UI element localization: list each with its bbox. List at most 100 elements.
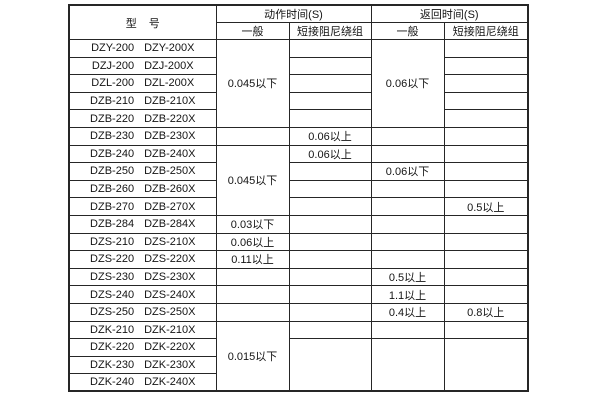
cell-return-damping — [443, 109, 529, 128]
table-row: DZB-220 DZB-220X — [68, 109, 529, 128]
table-row: DZK-210 DZK-210X 0.015以下 — [68, 320, 529, 392]
cell-return-general — [370, 320, 445, 340]
cell-action-damping: 0.06以上 — [288, 144, 372, 164]
model-name-a: DZL-200 — [91, 77, 135, 90]
model-cell: DZS-230 DZS-230X — [68, 267, 217, 287]
table-row: DZB-270 DZB-270X 0.5以上 — [68, 197, 529, 216]
model-cell: DZB-250 DZB-250X — [68, 162, 217, 181]
header-action-damping: 短接阻尼绕组 — [288, 22, 372, 40]
cell-action-general: 0.06以上 — [215, 232, 290, 252]
model-name-a: DZS-240 — [90, 288, 135, 301]
table-row: DZK-230 DZK-230X — [68, 355, 528, 375]
model-name-b: DZK-230X — [144, 358, 196, 371]
cell-action-general: 0.015以下 — [215, 320, 290, 392]
model-name-a: DZB-230 — [90, 130, 135, 143]
table-row: DZK-220 DZK-220X — [68, 338, 529, 392]
model-name-a: DZB-210 — [90, 95, 135, 108]
cell-action-general — [215, 267, 290, 287]
model-name-a: DZJ-200 — [91, 59, 135, 72]
model-cell: DZS-250 DZS-250X — [68, 302, 217, 322]
cell-return-damping — [443, 214, 529, 234]
cell-return-damping — [443, 250, 529, 269]
model-name-b: DZS-210X — [144, 235, 196, 248]
cell-action-damping — [288, 74, 372, 93]
cell-return-damping — [443, 267, 529, 287]
model-cell: DZS-210 DZS-210X — [68, 232, 217, 252]
table-row: DZY-200 DZY-200X 0.045以下 0.06以下 — [68, 39, 529, 128]
cell-action-general — [215, 302, 290, 322]
cell-return-general — [370, 179, 445, 199]
model-name-b: DZB-284X — [144, 218, 196, 231]
cell-action-general: 0.045以下 — [215, 39, 290, 128]
cell-return-damping — [443, 144, 529, 164]
cell-action-damping — [288, 91, 372, 111]
model-name-b: DZL-200X — [144, 77, 195, 90]
model-name-a: DZB-240 — [90, 147, 135, 160]
model-name-b: DZS-240X — [144, 288, 196, 301]
model-name-a: DZS-210 — [90, 235, 135, 248]
model-name-a: DZY-200 — [91, 42, 135, 55]
table-row: DZS-220 DZS-220X 0.11以上 — [68, 250, 529, 269]
table-row: DZB-210 DZB-210X — [68, 91, 529, 111]
model-name-a: DZB-260 — [90, 183, 135, 196]
model-name-b: DZK-240X — [144, 376, 196, 389]
cell-return-general: 1.1以上 — [370, 285, 445, 304]
cell-return-general — [370, 232, 445, 252]
cell-return-general — [370, 214, 445, 234]
cell-action-damping — [288, 338, 372, 392]
model-name-a: DZB-270 — [90, 200, 135, 213]
model-cell: DZY-200 DZY-200X — [68, 39, 217, 58]
model-cell: DZB-240 DZB-240X — [68, 144, 217, 164]
model-name-b: DZB-250X — [144, 165, 196, 178]
cell-action-damping — [288, 56, 372, 76]
cell-return-damping — [443, 338, 529, 392]
cell-return-general — [370, 144, 445, 164]
cell-action-damping — [288, 302, 372, 322]
model-cell: DZB-270 DZB-270X — [68, 197, 217, 216]
cell-action-damping — [288, 267, 372, 287]
model-name-b: DZB-210X — [144, 95, 196, 108]
cell-return-general — [370, 126, 445, 146]
model-cell: DZB-230 DZB-230X — [68, 126, 217, 146]
cell-return-damping — [443, 232, 529, 252]
model-name-a: DZB-284 — [90, 218, 135, 231]
model-name-a: DZK-230 — [90, 358, 135, 371]
model-name-b: DZS-250X — [144, 306, 196, 319]
cell-action-damping — [288, 285, 372, 304]
table-row: DZJ-200 DZJ-200X — [68, 56, 529, 76]
table-row: DZB-240 DZB-240X 0.045以下 0.06以上 — [68, 144, 529, 216]
model-name-b: DZJ-200X — [144, 59, 194, 72]
header-row-2: 一般 短接阻尼绕组 一般 短接阻尼绕组 — [69, 22, 529, 40]
model-name-b: DZK-210X — [144, 323, 196, 336]
cell-return-damping — [443, 39, 529, 58]
cell-return-general — [370, 197, 445, 216]
cell-action-damping — [288, 109, 372, 128]
header-return-time: 返回时间(S) — [370, 4, 529, 23]
model-name-a: DZS-220 — [90, 253, 135, 266]
cell-return-damping — [443, 126, 529, 146]
model-name-a: DZK-240 — [90, 376, 135, 389]
table-row: DZB-284 DZB-284X 0.03以下 — [68, 214, 529, 234]
cell-action-damping — [288, 232, 372, 252]
cell-return-general — [370, 250, 445, 269]
cell-action-general: 0.03以下 — [215, 214, 290, 234]
table-row: DZS-250 DZS-250X 0.4以上 0.8以上 — [68, 302, 529, 322]
model-cell: DZB-260 DZB-260X — [68, 179, 217, 199]
model-cell: DZJ-200 DZJ-200X — [68, 56, 217, 76]
cell-return-damping — [443, 162, 529, 181]
model-cell: DZK-210 DZK-210X — [68, 320, 217, 340]
header-action-general: 一般 — [215, 22, 290, 40]
cell-return-damping — [443, 74, 529, 93]
cell-action-general — [215, 126, 290, 146]
cell-action-damping — [288, 320, 372, 340]
table-row: DZB-230 DZB-230X 0.06以上 — [68, 126, 529, 146]
cell-return-general — [370, 338, 445, 392]
cell-action-general — [215, 285, 290, 304]
model-cell: DZB-284 DZB-284X — [68, 214, 217, 234]
cell-action-damping — [288, 39, 372, 58]
cell-return-damping: 0.8以上 — [443, 302, 529, 322]
model-name-a: DZB-250 — [90, 165, 135, 178]
table-row: DZS-230 DZS-230X 0.5以上 — [68, 267, 529, 287]
cell-action-damping — [288, 214, 372, 234]
cell-return-damping — [443, 285, 529, 304]
